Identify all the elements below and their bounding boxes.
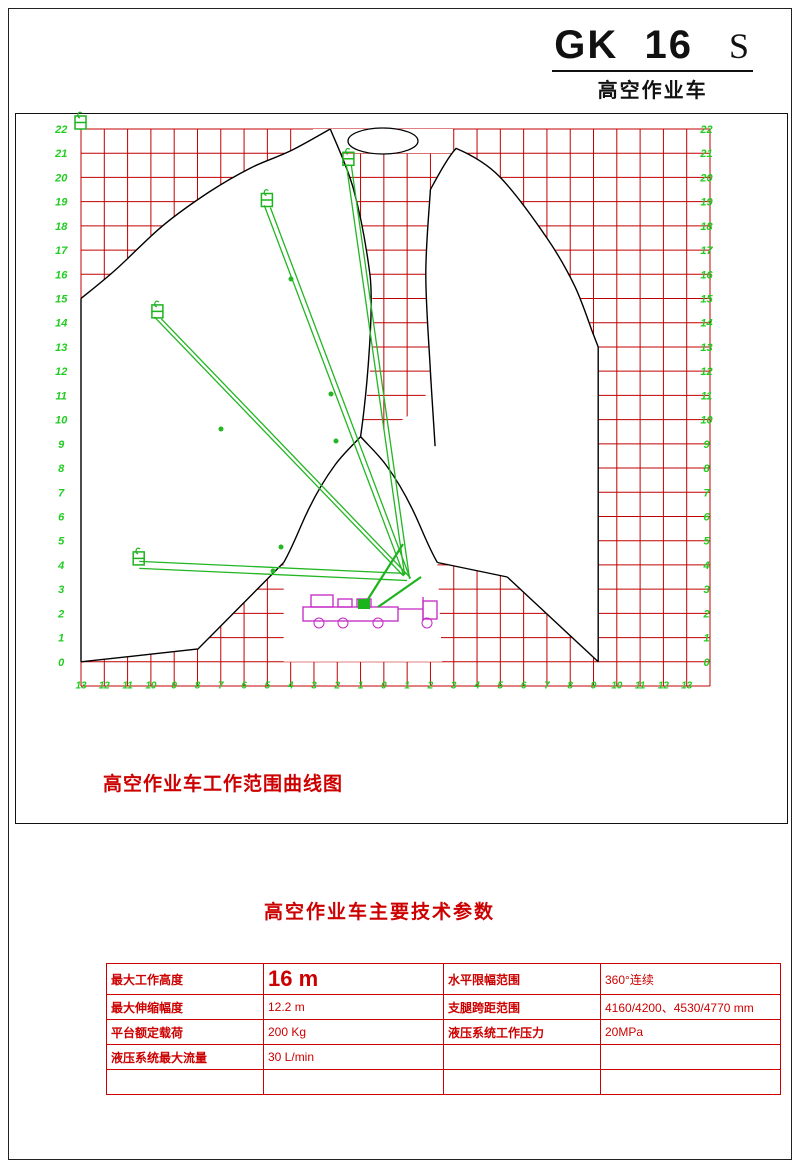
svg-text:17: 17 [55,245,68,257]
svg-text:7: 7 [58,487,65,499]
svg-text:2: 2 [427,680,434,691]
svg-text:7: 7 [544,680,550,691]
svg-text:9: 9 [591,680,597,691]
svg-text:13: 13 [55,342,67,354]
svg-text:9: 9 [171,680,177,691]
svg-text:18: 18 [55,221,68,233]
svg-text:11: 11 [701,390,712,402]
svg-text:0: 0 [381,680,387,691]
svg-text:19: 19 [55,197,68,209]
svg-text:8: 8 [703,463,710,475]
svg-text:10: 10 [611,680,623,691]
svg-text:11: 11 [635,680,646,691]
svg-text:3: 3 [703,584,709,596]
svg-text:1: 1 [58,633,64,645]
svg-text:12: 12 [55,366,67,378]
svg-text:15: 15 [700,294,713,306]
svg-text:8: 8 [567,680,573,691]
svg-text:16: 16 [55,269,68,281]
svg-text:1: 1 [404,680,410,691]
svg-text:7: 7 [218,680,224,691]
svg-text:20: 20 [54,172,68,184]
svg-text:21: 21 [699,148,712,160]
svg-text:12: 12 [658,680,670,691]
svg-text:9: 9 [58,439,65,451]
svg-text:10: 10 [55,415,68,427]
svg-text:11: 11 [55,390,66,402]
svg-text:10: 10 [145,680,157,691]
svg-text:21: 21 [54,148,67,160]
svg-text:6: 6 [521,680,527,691]
svg-text:4: 4 [287,680,294,691]
svg-text:15: 15 [55,294,68,306]
svg-text:7: 7 [703,487,710,499]
svg-text:14: 14 [55,318,67,330]
svg-text:2: 2 [334,680,341,691]
svg-text:10: 10 [700,415,713,427]
svg-text:3: 3 [311,680,317,691]
svg-text:3: 3 [451,680,457,691]
svg-text:17: 17 [700,245,713,257]
svg-text:0: 0 [58,657,65,669]
svg-text:12: 12 [700,366,712,378]
svg-text:20: 20 [699,172,713,184]
svg-text:1: 1 [358,680,364,691]
svg-text:9: 9 [703,439,710,451]
svg-text:6: 6 [58,512,65,524]
svg-text:2: 2 [702,608,709,620]
svg-text:2: 2 [57,608,64,620]
svg-text:13: 13 [700,342,712,354]
svg-text:19: 19 [700,197,713,209]
svg-text:6: 6 [703,512,710,524]
svg-text:5: 5 [498,680,504,691]
svg-text:22: 22 [54,124,67,136]
svg-text:16: 16 [700,269,713,281]
svg-text:5: 5 [58,536,65,548]
svg-text:13: 13 [681,680,693,691]
svg-text:4: 4 [57,560,64,572]
svg-text:0: 0 [703,657,710,669]
svg-text:5: 5 [703,536,710,548]
svg-text:14: 14 [700,318,712,330]
svg-text:12: 12 [99,680,111,691]
svg-text:8: 8 [195,680,201,691]
svg-text:13: 13 [75,680,87,691]
svg-text:4: 4 [702,560,709,572]
svg-text:3: 3 [58,584,64,596]
svg-text:22: 22 [699,124,712,136]
svg-text:18: 18 [700,221,713,233]
svg-text:1: 1 [703,633,709,645]
svg-text:4: 4 [473,680,480,691]
svg-text:8: 8 [58,463,65,475]
svg-text:6: 6 [241,680,247,691]
svg-text:11: 11 [122,680,133,691]
svg-text:5: 5 [265,680,271,691]
